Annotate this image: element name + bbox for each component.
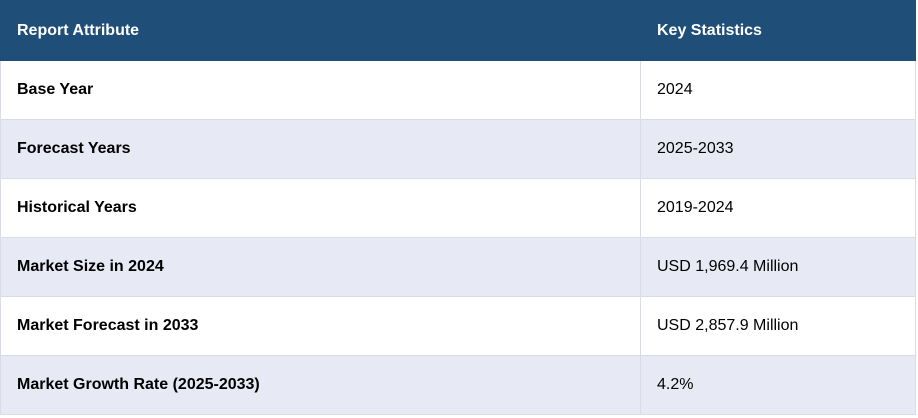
row-attribute-historical-years: Historical Years [0,178,641,238]
row-value-historical-years: 2019-2024 [640,178,916,238]
table-row: Market Growth Rate (2025-2033) 4.2% [0,355,916,415]
row-attribute-growth-rate: Market Growth Rate (2025-2033) [0,355,641,415]
table-row: Market Size in 2024 USD 1,969.4 Million [0,237,916,297]
table-header: Report Attribute Key Statistics [0,0,916,61]
header-key-statistics: Key Statistics [640,0,916,61]
row-value-forecast-years: 2025-2033 [640,119,916,179]
row-attribute-market-forecast: Market Forecast in 2033 [0,296,641,356]
table-row: Historical Years 2019-2024 [0,178,916,238]
row-attribute-forecast-years: Forecast Years [0,119,641,179]
row-value-growth-rate: 4.2% [640,355,916,415]
row-attribute-market-size: Market Size in 2024 [0,237,641,297]
table-header-row: Report Attribute Key Statistics [0,0,916,61]
row-value-market-forecast: USD 2,857.9 Million [640,296,916,356]
row-value-base-year: 2024 [640,60,916,120]
header-report-attribute: Report Attribute [0,0,641,61]
table-row: Base Year 2024 [0,60,916,120]
table-row: Forecast Years 2025-2033 [0,119,916,179]
table-row: Market Forecast in 2033 USD 2,857.9 Mill… [0,296,916,356]
row-value-market-size: USD 1,969.4 Million [640,237,916,297]
row-attribute-base-year: Base Year [0,60,641,120]
table-body: Base Year 2024 Forecast Years 2025-2033 … [0,60,916,415]
